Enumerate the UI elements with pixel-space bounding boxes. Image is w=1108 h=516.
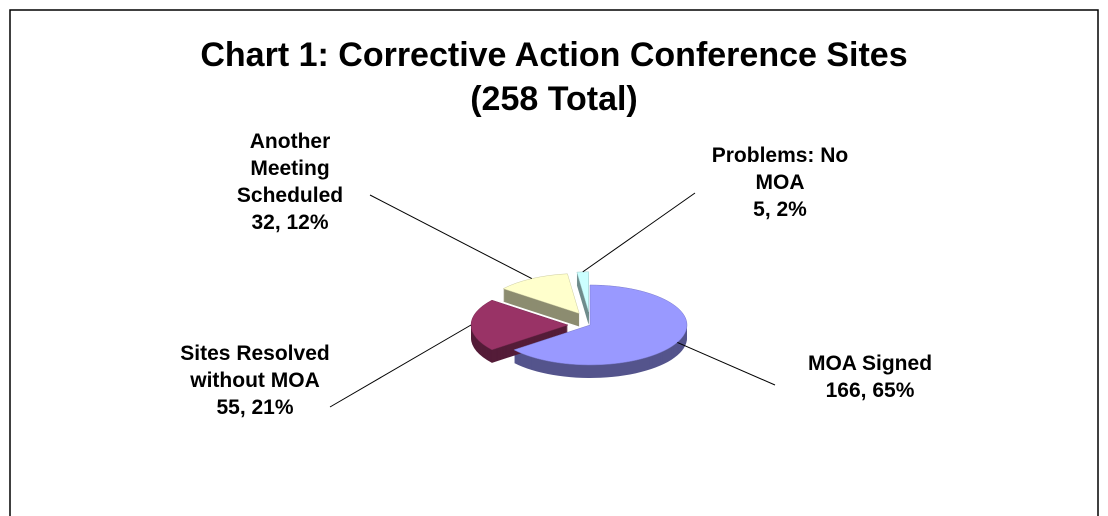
value-label: 32, 12%: [251, 211, 329, 234]
value-label: 166, 65%: [825, 379, 915, 402]
value-label: 5, 2%: [753, 198, 807, 221]
frame: [9, 9, 1099, 516]
data-label: Another Meeting Scheduled 32, 12%: [210, 128, 370, 236]
category-label: Another Meeting Scheduled: [236, 130, 344, 207]
leader-line: [677, 341, 776, 386]
value-label: 55, 21%: [216, 396, 294, 419]
category-label: MOA Signed: [807, 352, 933, 375]
leader-line: [369, 194, 532, 280]
data-label: MOA Signed 166, 65%: [790, 350, 950, 404]
leader-line: [329, 324, 472, 408]
chart-title: Chart 1: Corrective Action Conference Si…: [200, 36, 908, 74]
data-label: Sites Resolved without MOA 55, 21%: [165, 340, 345, 421]
category-label: Sites Resolved without MOA: [180, 342, 330, 392]
data-label: Problems: No MOA 5, 2%: [695, 142, 865, 223]
pie-slice: [576, 271, 589, 312]
pie-slice: [513, 284, 688, 366]
leader-line: [582, 192, 696, 273]
category-label: Problems: No MOA: [711, 144, 849, 194]
chart-subtitle: (258 Total): [470, 80, 638, 118]
